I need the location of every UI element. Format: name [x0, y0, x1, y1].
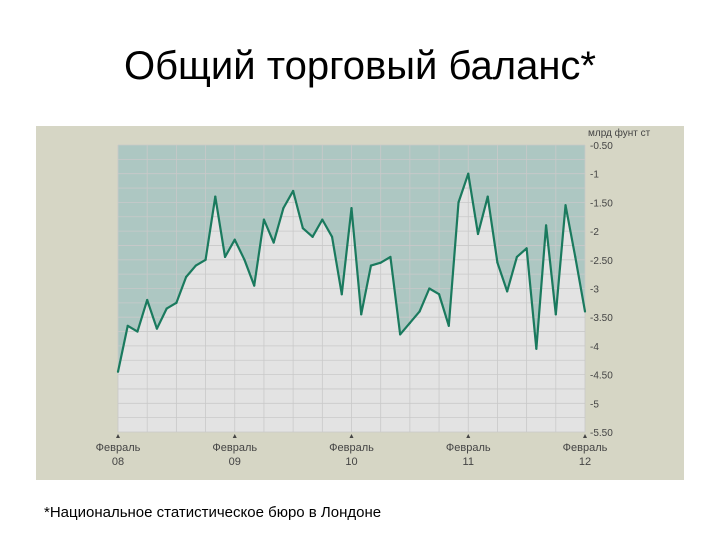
data-point [389, 255, 392, 259]
data-point [301, 227, 304, 230]
data-point [165, 307, 168, 310]
data-point [311, 235, 314, 238]
x-tick-marker [583, 434, 587, 438]
y-unit-label: млрд фунт ст [588, 127, 651, 139]
data-point [544, 224, 548, 227]
data-point [467, 172, 470, 175]
data-point [360, 313, 363, 316]
data-point [564, 204, 567, 207]
data-point [486, 195, 489, 198]
y-tick-label: -3.50 [590, 313, 613, 324]
data-point [408, 321, 411, 325]
slide-title: Общий торговый баланс* [124, 44, 596, 88]
data-point [185, 275, 188, 279]
data-point [379, 261, 382, 264]
x-tick-label-month: Февраль [446, 442, 491, 454]
data-point [399, 333, 402, 336]
data-point [194, 264, 197, 267]
x-tick-marker [116, 434, 120, 438]
data-point [272, 241, 275, 244]
data-point [457, 201, 460, 204]
data-point [583, 310, 587, 313]
data-point [136, 330, 139, 333]
data-point [340, 293, 343, 296]
y-tick-label: -0.50 [590, 141, 613, 152]
data-point [496, 261, 499, 264]
y-tick-label: -1.50 [590, 198, 613, 209]
x-tick-marker [349, 434, 354, 438]
data-point [321, 218, 324, 221]
data-point [554, 313, 557, 316]
data-point [243, 258, 246, 261]
data-point [447, 324, 450, 327]
y-tick-label: -4.50 [590, 371, 613, 382]
data-point [418, 310, 421, 313]
data-point [292, 189, 295, 193]
y-tick-label: -2 [590, 227, 599, 238]
data-point [233, 238, 236, 241]
data-point [476, 232, 480, 236]
x-tick-label-year: 08 [112, 456, 124, 468]
x-tick-label-year: 09 [229, 456, 241, 468]
data-point [146, 298, 149, 302]
x-tick-label-month: Февраль [329, 442, 374, 454]
x-tick-label-month: Февраль [212, 442, 257, 454]
chart-panel: млрд фунт ст -0.50 -1 -1.50 -2 -2.50 -3 -3.50 -4… [36, 126, 684, 480]
data-point [525, 247, 528, 250]
data-point [214, 195, 217, 198]
x-tick-marker [466, 434, 471, 438]
data-point [350, 207, 353, 210]
data-point [155, 327, 159, 330]
data-point [175, 301, 178, 304]
data-point [253, 284, 256, 287]
data-point [437, 293, 441, 296]
data-point [262, 218, 266, 221]
x-tick-marker [232, 434, 237, 438]
data-point [223, 255, 227, 259]
y-tick-label: -2.50 [590, 256, 613, 267]
data-point [515, 255, 518, 259]
y-tick-label: -5 [590, 399, 599, 410]
balance-chart: млрд фунт ст -0.50 -1 -1.50 -2 -2.50 -3 -3.50 -4… [36, 126, 684, 480]
x-tick-label-year: 11 [463, 456, 474, 468]
data-point [282, 207, 285, 210]
data-point [506, 290, 509, 293]
data-point [126, 324, 129, 327]
data-point [369, 264, 373, 267]
y-tick-label: -5.50 [590, 428, 613, 439]
footnote: *Национальное статистическое бюро в Лонд… [44, 504, 382, 521]
y-tick-label: -3 [590, 285, 599, 296]
x-tick-label-year: 10 [345, 456, 357, 468]
x-tick-label-year: 12 [579, 456, 591, 468]
x-tick-label-month: Февраль [96, 442, 141, 454]
data-point [574, 255, 577, 259]
data-point [535, 347, 538, 350]
y-tick-label: -1 [590, 170, 599, 181]
x-tick-label-month: Февраль [563, 442, 608, 454]
data-point [116, 370, 120, 373]
data-point [330, 235, 334, 238]
data-point [428, 287, 431, 290]
data-point [204, 258, 207, 261]
y-tick-label: -4 [590, 342, 599, 353]
